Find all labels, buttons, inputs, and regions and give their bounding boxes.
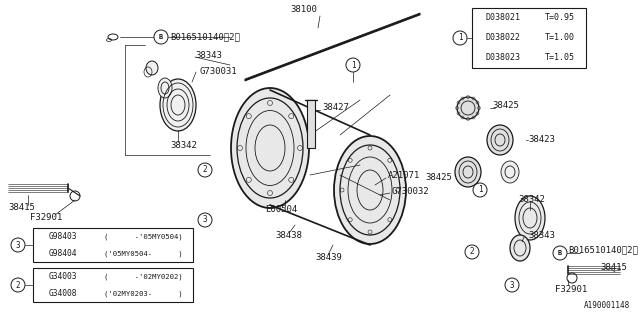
Ellipse shape: [231, 88, 309, 208]
Text: 38438: 38438: [275, 230, 302, 239]
Text: 38415: 38415: [600, 263, 627, 273]
Circle shape: [11, 238, 25, 252]
Text: A190001148: A190001148: [584, 301, 630, 310]
Text: F32901: F32901: [30, 213, 62, 222]
Ellipse shape: [160, 79, 196, 131]
Bar: [307, 100, 315, 148]
Text: D038021: D038021: [486, 13, 520, 22]
Text: ('05MY0504-      ): ('05MY0504- ): [104, 250, 182, 257]
Text: 2: 2: [16, 281, 20, 290]
Ellipse shape: [457, 97, 479, 119]
Text: G98404: G98404: [49, 249, 77, 258]
Circle shape: [553, 246, 567, 260]
Text: 38342: 38342: [170, 140, 197, 149]
Text: ('02MY0203-      ): ('02MY0203- ): [104, 290, 182, 297]
Text: 38427: 38427: [322, 103, 349, 113]
Text: 2: 2: [203, 165, 207, 174]
Text: G730032: G730032: [392, 188, 429, 196]
Text: T=0.95: T=0.95: [545, 13, 575, 22]
Text: 38425: 38425: [425, 173, 452, 182]
Circle shape: [198, 213, 212, 227]
Text: 1: 1: [458, 34, 462, 43]
Text: 38423: 38423: [528, 135, 555, 145]
Ellipse shape: [455, 157, 481, 187]
Text: 2: 2: [470, 247, 474, 257]
Text: 38343: 38343: [528, 230, 555, 239]
Ellipse shape: [487, 125, 513, 155]
Bar: [33, 268, 193, 302]
Text: G34003: G34003: [49, 272, 77, 281]
Text: (      -'05MY0504): ( -'05MY0504): [104, 233, 182, 240]
Text: 38425: 38425: [492, 100, 519, 109]
Ellipse shape: [334, 136, 406, 244]
Text: 3: 3: [509, 281, 515, 290]
Text: G98403: G98403: [49, 232, 77, 241]
Text: D038022: D038022: [486, 34, 520, 43]
Ellipse shape: [158, 78, 172, 98]
Bar: [33, 228, 193, 262]
Ellipse shape: [510, 235, 530, 261]
Text: A21071: A21071: [388, 171, 420, 180]
Circle shape: [198, 163, 212, 177]
Text: D038023: D038023: [486, 53, 520, 62]
Text: T=1.00: T=1.00: [545, 34, 575, 43]
Text: B016510140（2）: B016510140（2）: [568, 245, 638, 254]
Text: E00504: E00504: [265, 205, 297, 214]
Text: T=1.05: T=1.05: [545, 53, 575, 62]
Ellipse shape: [501, 161, 519, 183]
Ellipse shape: [515, 196, 545, 240]
Text: 3: 3: [16, 241, 20, 250]
Text: 38342: 38342: [518, 196, 545, 204]
Circle shape: [154, 30, 168, 44]
Circle shape: [505, 278, 519, 292]
Circle shape: [465, 245, 479, 259]
Text: 3: 3: [203, 215, 207, 225]
Text: F32901: F32901: [555, 285, 588, 294]
Text: 1: 1: [351, 60, 355, 69]
Circle shape: [346, 58, 360, 72]
Text: G730031: G730031: [200, 68, 237, 76]
Text: 1: 1: [477, 186, 483, 195]
Text: 38415: 38415: [8, 204, 35, 212]
Text: B: B: [558, 250, 562, 256]
Text: 38343: 38343: [195, 51, 222, 60]
Text: (      -'02MY0202): ( -'02MY0202): [104, 273, 182, 280]
Ellipse shape: [146, 61, 158, 75]
Circle shape: [473, 183, 487, 197]
Text: 38100: 38100: [290, 5, 317, 14]
Text: G34008: G34008: [49, 289, 77, 298]
Text: B016510140（2）: B016510140（2）: [170, 33, 240, 42]
Circle shape: [453, 31, 467, 45]
Text: 38439: 38439: [315, 253, 342, 262]
Text: B: B: [159, 34, 163, 40]
Bar: [472, 8, 586, 68]
Circle shape: [11, 278, 25, 292]
